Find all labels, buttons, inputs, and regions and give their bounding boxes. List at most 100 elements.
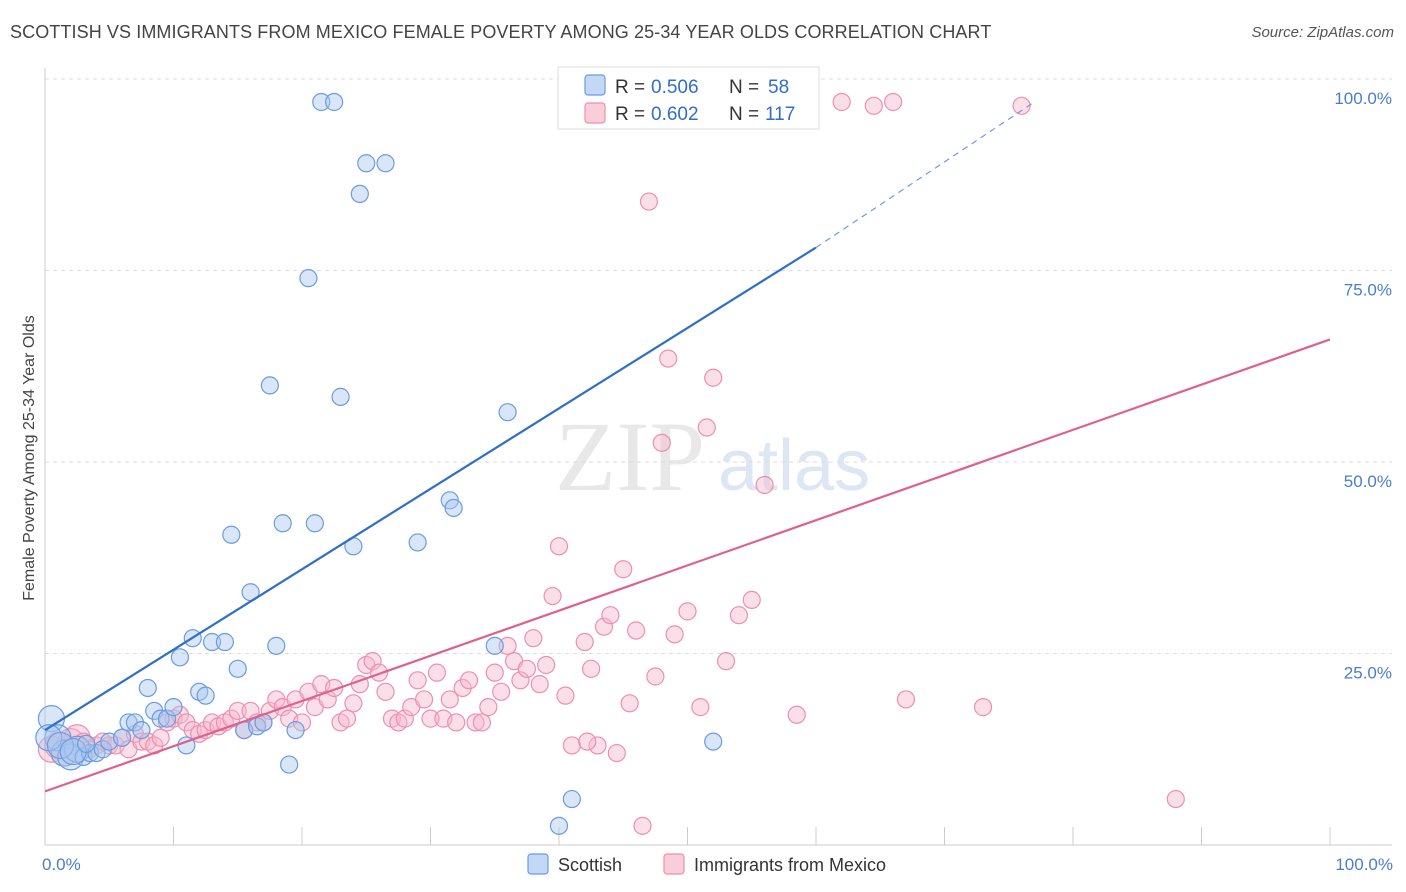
x-tick-label-0: 0.0% [42, 855, 81, 874]
scottish-point-39 [312, 92, 331, 112]
legend-n-label-mexico: N = [729, 104, 759, 125]
mexico-point-85 [594, 617, 614, 636]
mexico-point-108 [864, 96, 883, 115]
mexico-point-77 [537, 655, 556, 675]
scottish-point-53 [704, 732, 723, 751]
scottish-point-48 [444, 498, 463, 518]
mexico-point-67 [472, 713, 491, 732]
mexico-point-101 [716, 652, 736, 671]
mexico-trend-line [44, 338, 1331, 793]
mexico-point-112 [1012, 96, 1031, 115]
scottish-point-13 [132, 720, 151, 740]
y-tick-label-100: 100.0% [1334, 89, 1392, 108]
mexico-point-63 [447, 713, 466, 732]
mexico-point-59 [421, 709, 440, 728]
mexico-point-96 [665, 625, 684, 644]
chart-title: SCOTTISH VS IMMIGRANTS FROM MEXICO FEMAL… [10, 22, 992, 42]
scottish-point-23 [196, 686, 215, 705]
mexico-point-78 [543, 586, 562, 606]
axes [44, 68, 1392, 846]
legend-swatch-scottish [584, 74, 606, 96]
scottish-point-34 [273, 514, 292, 533]
mexico-point-70 [492, 682, 511, 701]
mexico-point-47 [344, 694, 363, 713]
legend-r-value-scottish: 0.506 [651, 77, 699, 98]
scottish-point-33 [267, 636, 286, 655]
mexico-point-73 [511, 671, 530, 690]
trend-lines [44, 101, 1331, 793]
mexico-point-55 [395, 709, 414, 728]
mexico-point-95 [659, 349, 678, 368]
scottish-point-17 [157, 709, 177, 728]
mexico-point-113 [1166, 789, 1185, 809]
correlation-legend: R = 0.506 N = 58 R = 0.602 N = 117 [557, 66, 820, 130]
legend-n-label-scottish: N = [729, 77, 759, 98]
scottish-point-52 [562, 789, 581, 809]
y-tick-label-75: 75.0% [1344, 281, 1392, 300]
watermark-zip: ZIP [555, 401, 705, 512]
bottom-legend-swatch-scottish [527, 853, 549, 875]
mexico-point-65 [459, 671, 479, 690]
scottish-point-25 [215, 632, 234, 652]
legend-n-value-scottish: 58 [768, 77, 789, 98]
mexico-point-91 [633, 816, 652, 835]
mexico-point-66 [466, 713, 485, 732]
mexico-point-69 [485, 663, 504, 682]
legend-r-value-mexico: 0.602 [651, 104, 699, 125]
scottish-point-46 [408, 533, 427, 552]
x-tick-labels: 0.0% 100.0% [42, 855, 1393, 874]
bottom-legend-label-scottish: Scottish [558, 855, 622, 875]
mexico-point-68 [479, 698, 498, 717]
y-axis-label: Female Poverty Among 25-34 Year Olds [21, 315, 38, 601]
scottish-point-37 [299, 269, 318, 288]
mexico-point-62 [440, 690, 459, 709]
watermark-atlas: atlas [718, 426, 870, 506]
scottish-point-18 [164, 698, 183, 717]
scottish-trend-line [44, 246, 817, 732]
scottish-point-50 [498, 403, 517, 422]
scottish-point-14 [138, 678, 157, 698]
scottish-point-41 [331, 387, 350, 406]
mexico-point-111 [973, 698, 993, 717]
scottish-point-45 [376, 154, 395, 173]
mexico-point-74 [517, 659, 536, 678]
x-tick-label-100: 100.0% [1335, 855, 1393, 874]
scottish-point-43 [350, 184, 369, 203]
scottish-point-51 [549, 816, 569, 835]
y-tick-label-50: 50.0% [1344, 472, 1392, 491]
scottish-point-19 [170, 648, 190, 667]
mexico-point-17 [151, 728, 170, 747]
mexico-point-84 [588, 736, 607, 755]
scottish-point-10 [112, 728, 132, 747]
scottish-trend-extension [815, 101, 1035, 249]
mexico-point-97 [678, 602, 697, 621]
mexico-point-110 [896, 690, 916, 709]
scottish-point-32 [260, 376, 279, 395]
scottish-point-36 [286, 720, 305, 740]
scottish-point-40 [325, 92, 344, 112]
mexico-point-51 [370, 663, 389, 682]
mexico-point-71 [498, 636, 517, 655]
mexico-point-102 [729, 606, 749, 625]
legend-r-label-mexico: R = [615, 104, 645, 125]
grid-lines [45, 78, 1392, 654]
mexico-point-46 [337, 709, 357, 728]
series-scottish-points [35, 92, 723, 835]
mexico-point-80 [556, 686, 575, 705]
y-tick-labels: 25.0% 50.0% 75.0% 100.0% [1334, 89, 1392, 683]
scottish-point-24 [202, 632, 222, 652]
bottom-legend-swatch-mexico [663, 853, 685, 875]
scottish-point-55 [46, 731, 75, 760]
mexico-point-88 [614, 560, 633, 579]
mexico-point-79 [549, 537, 569, 556]
scottish-point-49 [485, 636, 504, 655]
mexico-point-90 [626, 621, 646, 640]
mexico-point-52 [376, 682, 395, 701]
scottish-point-16 [151, 709, 170, 728]
mexico-point-103 [742, 590, 761, 609]
mexico-point-83 [582, 659, 601, 678]
mexico-point-99 [697, 418, 716, 437]
chart-source: Source: ZipAtlas.com [1251, 24, 1394, 41]
mexico-point-81 [562, 736, 581, 755]
